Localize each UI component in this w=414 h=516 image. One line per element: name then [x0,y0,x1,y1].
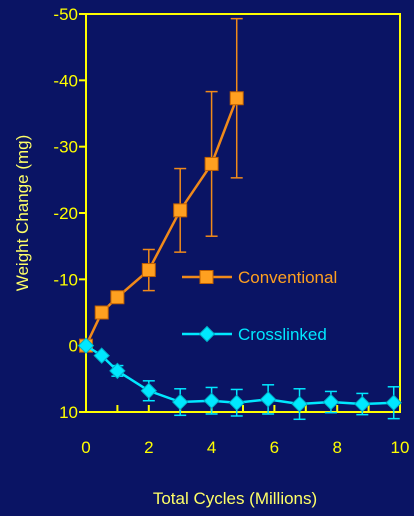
data-point [173,203,188,218]
legend-label: Crosslinked [238,325,327,344]
legend: Conventional Crosslinked [182,268,337,344]
x-tick-label: 2 [144,438,153,457]
data-point [93,347,110,364]
y-tick-label: -10 [53,270,78,289]
data-point [110,290,125,305]
x-tick-label: 6 [270,438,279,457]
data-point [203,392,220,409]
legend-entry-conventional: Conventional [182,268,337,287]
data-point [354,395,371,413]
data-point [228,394,245,411]
series-crosslinked [77,337,402,421]
data-point [204,156,219,171]
data-point [77,337,95,354]
x-tick-label: 0 [81,438,90,457]
data-point [322,393,340,411]
data-point [291,395,308,413]
y-tick-label: -30 [53,138,78,157]
data-point [140,382,158,399]
y-tick-label: 0 [69,337,78,356]
data-point [171,393,189,411]
data-point [109,362,126,380]
data-point [259,391,277,408]
data-point [385,394,402,411]
legend-marker [198,325,216,343]
x-tick-label: 4 [207,438,216,457]
y-tick-label: -40 [53,71,78,90]
x-tick-label: 8 [332,438,341,457]
y-tick-label: -20 [53,204,78,223]
series-layer [77,17,402,421]
data-point [141,263,156,278]
x-tick-label: 10 [391,438,410,457]
y-axis-title: Weight Change (mg) [13,135,32,292]
x-axis-title: Total Cycles (Millions) [153,489,317,508]
data-point [229,91,244,106]
y-tick-label: 10 [59,403,78,422]
legend-label: Conventional [238,268,337,287]
y-tick-label: -50 [53,5,78,24]
legend-marker [199,270,214,284]
legend-entry-crosslinked: Crosslinked [182,325,327,344]
data-point [94,305,109,320]
